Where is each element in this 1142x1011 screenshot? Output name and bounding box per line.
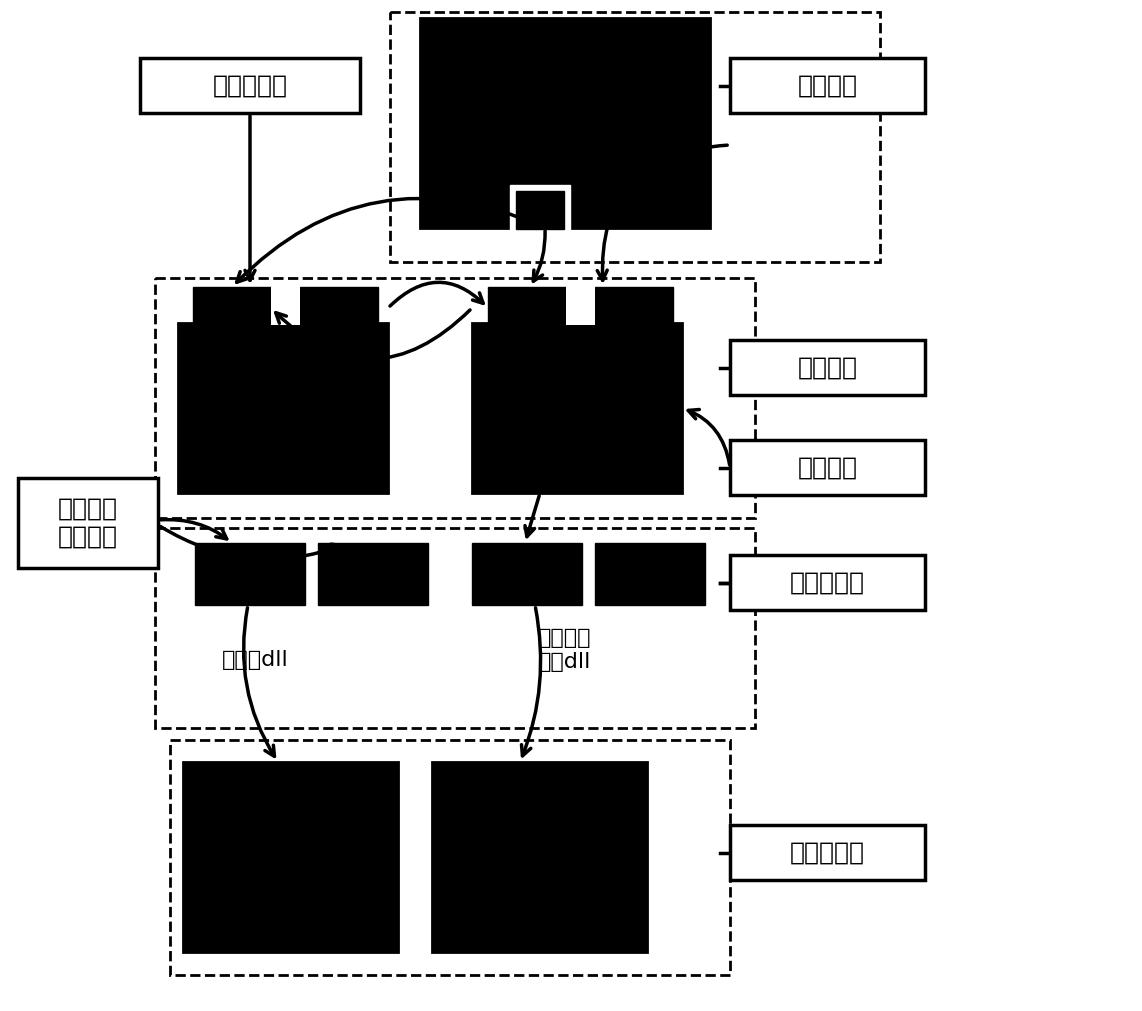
Bar bbox=[472, 543, 582, 605]
Bar bbox=[391, 12, 880, 262]
Bar bbox=[140, 58, 360, 113]
Bar bbox=[516, 191, 564, 229]
Text: 模块内存: 模块内存 bbox=[797, 356, 858, 379]
Text: 冷却塔dll: 冷却塔dll bbox=[222, 650, 289, 670]
Bar bbox=[730, 440, 925, 495]
Bar bbox=[271, 287, 300, 325]
Bar bbox=[488, 287, 566, 325]
Bar bbox=[155, 278, 755, 518]
Bar bbox=[183, 762, 399, 952]
Bar bbox=[730, 58, 925, 113]
Bar bbox=[18, 478, 158, 568]
Text: 动态链接库: 动态链接库 bbox=[790, 570, 864, 594]
Text: 智能节点: 智能节点 bbox=[797, 74, 858, 97]
Bar bbox=[432, 762, 648, 952]
Bar bbox=[730, 825, 925, 880]
Bar bbox=[317, 543, 428, 605]
Bar bbox=[178, 323, 388, 493]
Bar bbox=[595, 543, 705, 605]
Bar bbox=[193, 287, 271, 325]
Bar bbox=[300, 287, 378, 325]
Bar bbox=[510, 185, 570, 229]
Text: 仿真数据库: 仿真数据库 bbox=[790, 840, 864, 864]
Bar bbox=[195, 543, 305, 605]
Text: 冷却塔控
制器dll: 冷却塔控 制器dll bbox=[538, 629, 592, 671]
Bar bbox=[155, 528, 755, 728]
Bar bbox=[566, 287, 595, 325]
Text: 其他模块
内存参数: 其他模块 内存参数 bbox=[58, 497, 118, 549]
Bar bbox=[170, 740, 730, 975]
Text: 初始化参数: 初始化参数 bbox=[212, 74, 288, 97]
Text: 设定参数: 设定参数 bbox=[797, 456, 858, 479]
Bar bbox=[595, 287, 673, 325]
Bar bbox=[420, 18, 710, 228]
Bar bbox=[472, 323, 682, 493]
Bar bbox=[730, 340, 925, 395]
Bar bbox=[730, 555, 925, 610]
